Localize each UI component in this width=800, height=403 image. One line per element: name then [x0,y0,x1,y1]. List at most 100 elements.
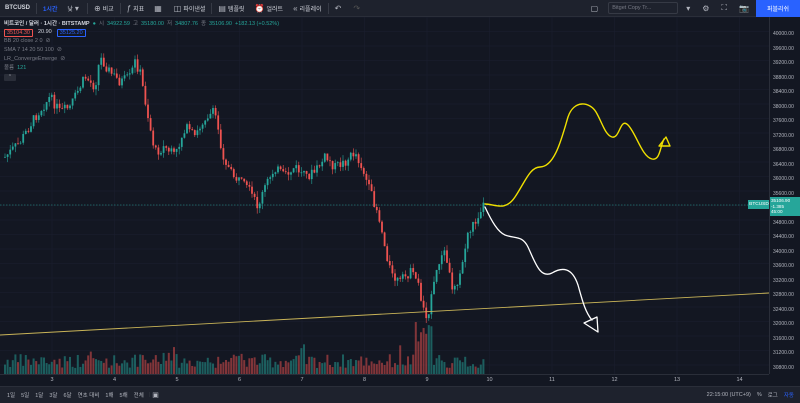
chart-pane[interactable]: 비트코인 / 달러 · 1시간 · BITSTAMP ● 시 34922.59 고… [0,17,769,374]
fullscreen-button[interactable]: ⛶ [716,0,734,17]
timeframe-button[interactable]: 1시간 [43,6,58,13]
volume-bar [316,367,318,374]
period-button[interactable]: 1해 [105,393,114,399]
price-tick-label: 32000.00 [773,321,794,327]
layout-grid-button[interactable]: ▦ [149,0,169,17]
volume-bar [56,364,58,374]
period-button[interactable]: 1달 [35,393,44,399]
indicator-row-sma[interactable]: SMA 7 14 20 50 100 ⊘ [4,46,279,55]
candle-body [204,120,207,125]
auto-toggle[interactable]: 자동 [783,393,794,399]
candle-body [266,178,269,186]
financials-button[interactable]: ◫ 파이낸셜 [169,0,211,17]
volume-bar [141,355,144,374]
legend-title[interactable]: 비트코인 / 달러 · 1시간 · BITSTAMP [4,21,90,27]
layout-toggle-button[interactable]: ▢ [586,0,606,17]
chevron-down-icon: ▾ [686,3,691,13]
layout-name-box[interactable]: Bitget Copy Tr... [608,2,679,14]
period-button[interactable]: 1일 [7,393,16,399]
indicators-button[interactable]: ƒ 지표 [122,0,150,17]
period-button[interactable]: 전체 [133,393,144,399]
volume-bar [482,359,485,374]
eye-off-icon[interactable]: ⊘ [60,56,66,62]
eye-off-icon[interactable]: ⊘ [45,38,51,44]
replay-button[interactable]: «리플레이 [288,0,327,17]
redo-button[interactable]: ↷ [348,0,367,17]
alarm-icon: ⏰ [254,3,265,13]
calendar-icon[interactable]: ▣ [152,392,159,399]
top-toolbar: BTCUSD 1시간 낮 ▾ ⊕ 비교 ƒ 지표 ▦ ◫ 파이낸셜 ▤ 템플릿 ⏰ 얼러트 … [0,0,800,17]
trendline[interactable] [0,292,769,336]
publish-button[interactable]: 퍼블리쉬 [756,0,800,17]
symbol-search[interactable]: BTCUSD [0,0,35,17]
volume-bar [178,367,181,374]
bid-button[interactable]: 35104.30 [4,29,33,37]
white-projection-path[interactable] [484,206,593,321]
candle-body [316,165,318,173]
volume-row[interactable]: 볼륨 121 [4,64,279,73]
volume-bar [420,332,422,374]
compare-button[interactable]: ⊕ 비교 [89,0,119,17]
candle-body [40,110,43,116]
alert-button[interactable]: ⏰ 얼러트 [250,0,289,17]
price-tick-label: 40000.00 [773,31,794,37]
price-axis[interactable]: 40000.00 39600.00 39200.00 38800.00 38400.00… [769,17,800,374]
volume-bar [6,359,9,374]
time-tick-label: 9 [425,377,429,383]
snapshot-button[interactable]: 📷 [734,0,756,17]
indicator-row-lr[interactable]: LR_ConvergeEmerge ⊘ [4,55,279,64]
candle-body [448,262,451,273]
percent-toggle[interactable]: % [756,392,762,398]
chart-style-button[interactable]: 낮 ▾ [62,0,86,17]
period-button[interactable]: 5일 [21,393,30,399]
period-button[interactable]: 5해 [119,393,128,399]
undo-icon: ↶ [334,3,342,13]
price-tick-label: 31600.00 [773,335,794,342]
collapse-legend-button[interactable]: ⌃ [4,74,16,81]
volume-bar [102,362,105,374]
ask-button[interactable]: 35125.20 [56,29,86,37]
candle-body [222,148,225,160]
volume-bar [235,356,238,374]
bottom-right: 22:15:00 (UTC+9) % 로그 자동 [707,391,800,399]
candle-body [84,76,87,79]
period-button[interactable]: 6달 [63,393,72,399]
price-tick-label: 36800.00 [773,147,794,153]
candle-body [373,191,376,208]
candle-body [134,59,136,68]
clock-display[interactable]: 22:15:00 (UTC+9) [706,392,751,398]
volume-bar [128,367,131,374]
price-tick-label: 32400.00 [773,306,794,313]
log-toggle[interactable]: 로그 [767,393,778,399]
candle-body [123,75,126,79]
time-axis[interactable]: 3 4 5 6 7 8 9 10 11 12 13 14 [0,374,769,386]
volume-bar [394,363,396,374]
candle-body [368,179,370,185]
layout-menu-button[interactable]: ▾ [681,0,697,17]
candle-body [300,172,303,174]
indicator-row-bb[interactable]: BB 20 close 2 0 ⊘ [4,37,279,46]
candle-body [274,172,277,174]
time-tick-label: 12 [611,377,618,383]
yellow-projection-path[interactable] [484,103,665,207]
period-button[interactable]: 3달 [49,393,58,399]
settings-button[interactable]: ⚙ [697,0,716,17]
candle-body [97,64,100,86]
undo-button[interactable]: ↶ [330,0,349,17]
chart-canvas[interactable] [0,17,769,374]
candle-body [227,164,230,167]
period-button[interactable]: 연초 대비 [77,393,100,399]
volume-bar [368,365,370,374]
volume-bar [201,361,204,374]
candle-body [61,107,64,109]
candle-body [27,130,30,132]
volume-bar [326,354,329,374]
volume-bar [292,359,295,374]
candle-body [251,186,253,194]
templates-button[interactable]: ▤ 템플릿 [213,0,249,17]
candle-body [43,109,45,111]
divider [86,2,88,14]
candle-body [128,73,131,75]
volume-bar [401,364,404,374]
eye-off-icon[interactable]: ⊘ [56,47,62,53]
